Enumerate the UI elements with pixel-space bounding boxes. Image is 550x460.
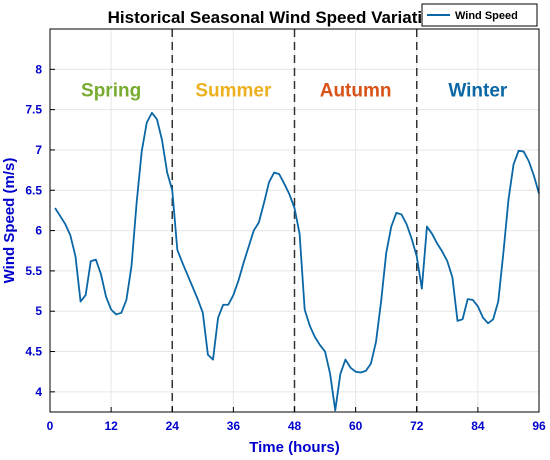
legend-entry-wind-speed: Wind Speed <box>455 10 518 22</box>
x-tick-label: 12 <box>104 419 118 433</box>
chart-title: Historical Seasonal Wind Speed Variation… <box>108 8 453 27</box>
y-tick-label: 6.5 <box>25 183 42 197</box>
series-layer <box>54 111 540 412</box>
x-tick-label: 48 <box>288 419 302 433</box>
season-labels: Spring Summer Autumn Winter <box>81 80 508 101</box>
y-tick-label: 5 <box>35 304 42 318</box>
y-tick-label: 7.5 <box>25 103 42 117</box>
x-tick-label: 84 <box>471 419 485 433</box>
x-tick-label: 36 <box>227 419 241 433</box>
season-label-spring: Spring <box>81 80 141 101</box>
y-tick-label: 6 <box>35 224 42 238</box>
x-tick-label: 0 <box>47 419 54 433</box>
season-label-autumn: Autumn <box>320 80 392 101</box>
x-axis-label: Time (hours) <box>249 439 340 456</box>
tick-labels: 0 12 24 36 48 60 72 84 96 4 4.5 5 5.5 6 6.5 7 7.5 8 <box>25 62 546 433</box>
season-dividers <box>171 29 418 412</box>
y-tick-label: 7 <box>35 143 42 157</box>
y-tick-label: 8 <box>35 62 42 76</box>
x-tick-label: 24 <box>166 419 180 433</box>
series-line-wind-speed <box>54 111 540 412</box>
x-tick-label: 60 <box>349 419 363 433</box>
legend-box <box>421 3 538 27</box>
y-tick-label: 5.5 <box>25 264 42 278</box>
y-tick-label: 4 <box>35 385 42 399</box>
y-tick-label: 4.5 <box>25 345 42 359</box>
season-label-summer: Summer <box>195 80 272 101</box>
season-label-winter: Winter <box>448 80 508 101</box>
x-tick-label: 72 <box>410 419 424 433</box>
x-tick-label: 96 <box>532 419 546 433</box>
y-axis-label: Wind Speed (m/s) <box>1 158 18 284</box>
legend: Wind Speed <box>421 3 538 27</box>
